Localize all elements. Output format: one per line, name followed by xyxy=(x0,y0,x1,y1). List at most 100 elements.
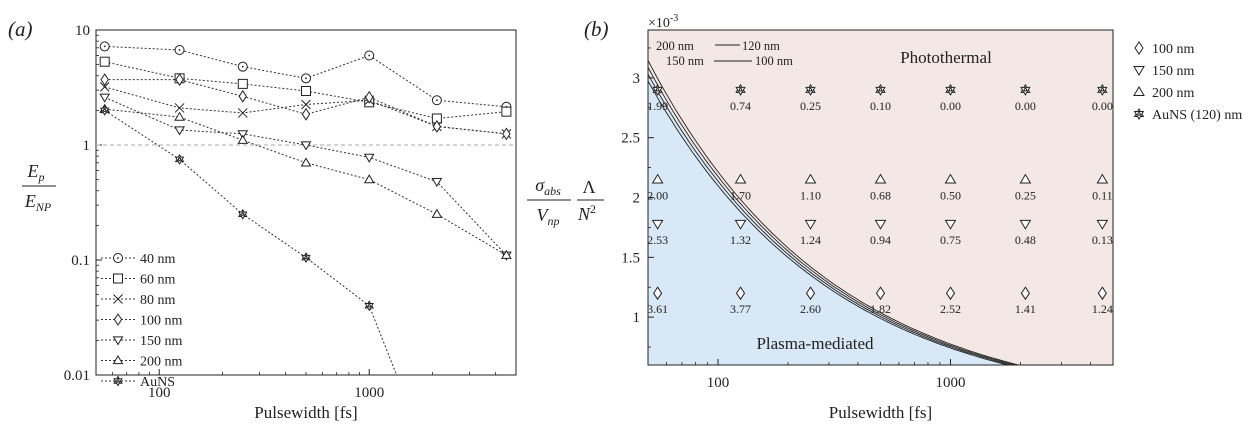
data-label: 0.75 xyxy=(940,233,961,247)
series-group-b: 3.61 3.77 2.60 1.82 2.52 1.41 1.24 2.53 1.32 1.24… xyxy=(647,83,1113,316)
data-point-200-nm xyxy=(651,173,664,184)
y-label-sigma: σabs xyxy=(535,175,561,198)
legend-b: 100 nm 150 nm 200 nm AuNS (120) nm xyxy=(1133,41,1242,123)
data-point-200-nm xyxy=(804,173,817,184)
data-point-200-nm xyxy=(237,134,249,144)
data-point-200-nm xyxy=(734,173,747,184)
data-point-200-nm xyxy=(1019,173,1032,184)
y-tick-label: 2 xyxy=(633,191,641,207)
y-label-denominator: ENP xyxy=(24,191,52,214)
legend-marker-100-nm xyxy=(113,313,123,326)
data-point-200-nm xyxy=(300,157,312,167)
data-point-150-nm xyxy=(431,178,443,188)
legend-label: 80 nm xyxy=(140,293,176,308)
y-tick-label: 0.1 xyxy=(71,253,90,269)
series-line-150-nm xyxy=(104,96,507,256)
data-point-100-nm xyxy=(875,286,886,301)
legend-marker-150-nm xyxy=(1133,66,1145,76)
data-point-100-nm xyxy=(432,120,442,133)
data-point-100-nm xyxy=(238,89,247,103)
data-point-AuNS xyxy=(174,153,185,165)
data-point-80-nm xyxy=(99,82,110,92)
data-label: 0.13 xyxy=(1092,233,1113,247)
data-label: 0.11 xyxy=(1092,189,1113,203)
data-label: 3.61 xyxy=(647,302,668,316)
data-point-80-nm xyxy=(174,103,185,113)
legend-label: 150 nm xyxy=(140,334,183,349)
data-label: 0.50 xyxy=(940,189,961,203)
y-label-volume: Vnp xyxy=(537,205,560,228)
data-point-100-nm xyxy=(175,73,184,87)
y-label-n-squared: N2 xyxy=(577,202,596,224)
y-tick-label: 2.5 xyxy=(621,131,640,147)
data-point-150-nm xyxy=(944,219,957,230)
data-point-40-nm xyxy=(237,61,248,72)
data-point-150-nm xyxy=(363,153,375,163)
data-point-AuNS-120-nm xyxy=(875,83,886,96)
data-point-AuNS xyxy=(99,104,110,116)
legend-label: 200 nm xyxy=(140,355,183,370)
data-point-40-nm xyxy=(301,73,311,84)
data-label: 1.41 xyxy=(1015,302,1036,316)
y-tick-label: 10 xyxy=(75,23,90,39)
region-photothermal xyxy=(648,30,1113,365)
data-label: 0.00 xyxy=(1092,99,1113,113)
data-point-100-nm xyxy=(100,73,109,87)
legend-a: 40 nm 60 nm 80 nm 100 nm 150 nm 200 nm AuNS xyxy=(101,252,183,390)
curve-label-120nm: 120 nm xyxy=(742,39,780,53)
panel-a: (a) 100 1000 10 1 0.1 0.01 Pulsewidth [fs] Ep ENP… xyxy=(8,17,517,422)
data-label: 0.10 xyxy=(870,99,891,113)
data-label: 0.94 xyxy=(870,233,891,247)
data-label: 0.00 xyxy=(1015,99,1036,113)
data-point-AuNS-120-nm xyxy=(652,83,663,96)
data-label: 1.99 xyxy=(647,99,668,113)
boundary-curve-150-nm xyxy=(648,60,1021,365)
legend-marker-100-nm xyxy=(1134,41,1144,55)
data-point-200-nm xyxy=(501,249,512,259)
series-line-200-nm xyxy=(104,108,507,256)
legend-marker-200-nm xyxy=(1133,86,1145,96)
y-axis-label: σabs Vnp Λ N2 xyxy=(527,175,604,228)
data-label: 2.60 xyxy=(800,302,821,316)
data-point-150-nm xyxy=(651,219,664,230)
data-point-100-nm xyxy=(735,286,746,301)
legend-label: AuNS (120) nm xyxy=(1152,108,1242,123)
x-tick-label: 100 xyxy=(707,375,730,391)
data-point-40-nm xyxy=(174,45,185,56)
x-axis-label: Pulsewidth [fs] xyxy=(829,403,932,422)
data-point-AuNS xyxy=(238,208,248,220)
data-point-40-nm xyxy=(364,50,375,61)
x-axis-label: Pulsewidth [fs] xyxy=(254,403,357,422)
legend-label: AuNS xyxy=(140,375,175,390)
curve-label-200nm: 200 nm xyxy=(656,39,694,53)
legend-marker-60-nm xyxy=(113,273,123,284)
data-point-150-nm xyxy=(174,126,185,136)
data-point-150-nm xyxy=(1096,219,1109,230)
curve-label-100nm: 100 nm xyxy=(755,54,793,68)
data-label: 1.24 xyxy=(1092,302,1113,316)
legend-label: 60 nm xyxy=(140,273,176,288)
data-point-200-nm xyxy=(1096,173,1109,184)
x-tick-label: 1000 xyxy=(354,385,384,401)
data-point-100-nm xyxy=(365,90,374,104)
legend-marker-AuNS xyxy=(113,375,123,387)
y-label-lambda: Λ xyxy=(582,177,595,197)
panel-label-a: (a) xyxy=(8,17,33,41)
data-point-60-nm xyxy=(237,78,248,89)
data-point-100-nm xyxy=(502,127,511,141)
legend-label: 100 nm xyxy=(140,314,183,329)
data-point-40-nm xyxy=(99,41,110,52)
legend-label: 150 nm xyxy=(1152,64,1195,79)
data-label: 1.32 xyxy=(730,233,751,247)
curve-labels: 200 nm 120 nm 150 nm 100 nm xyxy=(656,39,793,68)
data-label: 1.10 xyxy=(800,189,821,203)
data-point-60-nm xyxy=(301,85,311,96)
data-point-100-nm xyxy=(653,286,663,301)
data-label: 0.25 xyxy=(1015,189,1036,203)
data-point-AuNS xyxy=(364,300,374,312)
y-tick-label: 3 xyxy=(633,71,641,87)
y-label-numerator: Ep xyxy=(27,161,45,184)
y-tick-label: 0.01 xyxy=(64,368,90,384)
data-point-100-nm xyxy=(1097,286,1107,301)
data-point-150-nm xyxy=(1019,219,1032,230)
